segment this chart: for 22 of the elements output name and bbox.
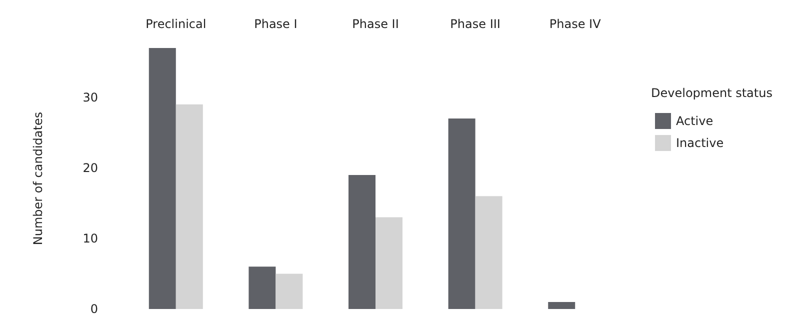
legend-label: Inactive bbox=[676, 136, 724, 150]
bar bbox=[148, 48, 176, 309]
x-tick-label: Phase III bbox=[450, 17, 500, 31]
bar bbox=[376, 217, 402, 309]
y-tick-label: 0 bbox=[90, 302, 98, 316]
y-tick-label: 10 bbox=[82, 231, 98, 246]
bar bbox=[548, 302, 576, 309]
x-tick-label: Phase IV bbox=[549, 17, 602, 31]
legend-title: Development status bbox=[651, 86, 772, 100]
y-axis-title: Number of candidates bbox=[31, 112, 45, 246]
legend-label: Active bbox=[676, 114, 714, 128]
x-tick-label: Preclinical bbox=[146, 17, 206, 31]
bar bbox=[448, 118, 476, 309]
x-tick-label: Phase II bbox=[352, 17, 399, 31]
bar bbox=[276, 274, 303, 309]
x-tick-label: Phase I bbox=[254, 17, 298, 31]
bar bbox=[176, 104, 203, 309]
y-tick-label: 20 bbox=[82, 160, 98, 175]
bar bbox=[475, 196, 502, 309]
y-tick-label: 30 bbox=[82, 90, 98, 104]
bar bbox=[248, 266, 276, 309]
bar bbox=[348, 174, 376, 309]
